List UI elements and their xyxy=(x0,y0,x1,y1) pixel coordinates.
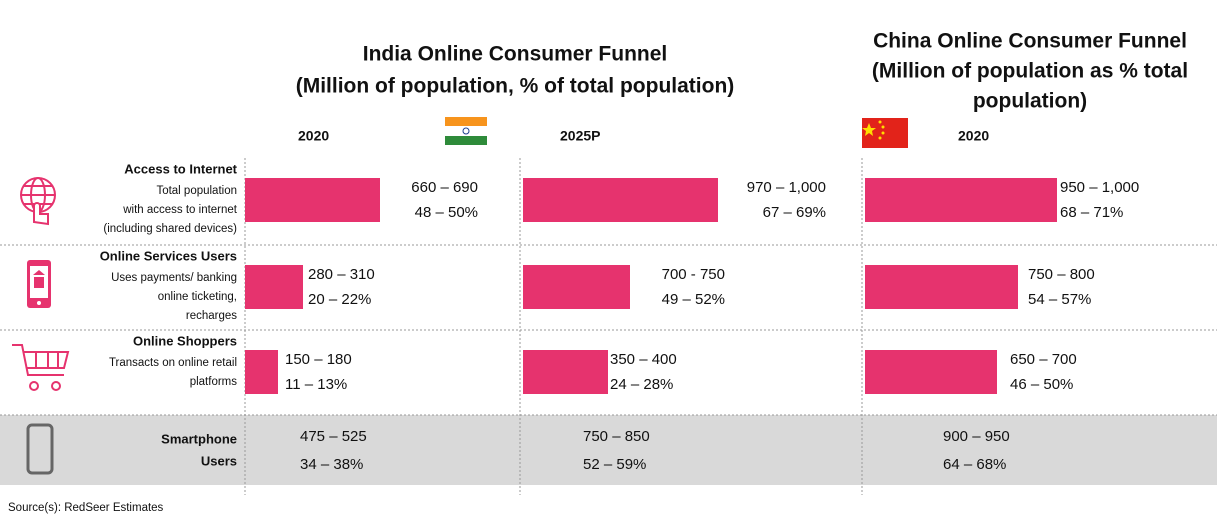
column-header: 2025P xyxy=(560,128,600,144)
row-label: Online Shoppers xyxy=(133,333,237,348)
bank-phone-icon xyxy=(27,260,51,308)
bar xyxy=(523,178,718,222)
pct-value: 46 – 50% xyxy=(1010,376,1073,393)
range-value: 900 – 950 xyxy=(943,428,1010,445)
range-value: 750 – 800 xyxy=(1028,266,1095,283)
row-description: (including shared devices) xyxy=(103,223,237,235)
bar xyxy=(245,265,303,309)
pct-value: 49 – 52% xyxy=(662,291,725,308)
globe-icon xyxy=(20,177,56,226)
row-description: Uses payments/ banking xyxy=(111,272,237,284)
row-label: Smartphone xyxy=(161,431,237,446)
row-description: Total population xyxy=(156,185,237,197)
bar xyxy=(523,350,608,394)
range-value: 650 – 700 xyxy=(1010,351,1077,368)
range-value: 970 – 1,000 xyxy=(747,179,826,196)
bar xyxy=(245,350,278,394)
bar xyxy=(865,350,997,394)
bar xyxy=(865,178,1057,222)
range-value: 475 – 525 xyxy=(300,428,367,445)
row-description: with access to internet xyxy=(122,204,238,216)
range-value: 350 – 400 xyxy=(610,351,677,368)
range-value: 750 – 850 xyxy=(583,428,650,445)
row-label: Access to Internet xyxy=(124,161,237,176)
pct-value: 24 – 28% xyxy=(610,376,673,393)
column-header: 2020 xyxy=(298,128,329,144)
range-value: 660 – 690 xyxy=(411,179,478,196)
pct-value: 34 – 38% xyxy=(300,456,363,473)
source: Source(s): RedSeer Estimates xyxy=(8,502,164,514)
bar xyxy=(865,265,1018,309)
row-description: online ticketing, xyxy=(158,291,237,303)
china-flag xyxy=(862,118,908,148)
row-label: Users xyxy=(201,453,237,468)
row-description: recharges xyxy=(186,310,237,322)
pct-value: 52 – 59% xyxy=(583,456,646,473)
row-description: Transacts on online retail xyxy=(109,357,237,369)
pct-value: 64 – 68% xyxy=(943,456,1006,473)
bar xyxy=(245,178,380,222)
india-title: India Online Consumer Funnel xyxy=(363,43,668,66)
range-value: 950 – 1,000 xyxy=(1060,179,1139,196)
pct-value: 67 – 69% xyxy=(763,204,826,221)
pct-value: 11 – 13% xyxy=(285,376,347,393)
range-value: 150 – 180 xyxy=(285,351,352,368)
range-value: 280 – 310 xyxy=(308,266,375,283)
row-label: Online Services Users xyxy=(100,248,237,263)
pct-value: 20 – 22% xyxy=(308,291,371,308)
china-title: population) xyxy=(973,90,1087,113)
bar xyxy=(523,265,630,309)
india-flag xyxy=(445,117,487,145)
china-title: (Million of population as % total xyxy=(872,60,1188,83)
india-title: (Million of population, % of total popul… xyxy=(296,75,735,98)
smartphone-band xyxy=(0,415,1217,485)
pct-value: 48 – 50% xyxy=(415,204,478,221)
pct-value: 68 – 71% xyxy=(1060,204,1123,221)
cart-icon xyxy=(12,344,70,391)
phone-icon xyxy=(26,423,54,475)
china-title: China Online Consumer Funnel xyxy=(873,30,1187,53)
pct-value: 54 – 57% xyxy=(1028,291,1091,308)
column-header: 2020 xyxy=(958,128,989,144)
range-value: 700 - 750 xyxy=(662,266,725,283)
row-description: platforms xyxy=(190,376,238,388)
